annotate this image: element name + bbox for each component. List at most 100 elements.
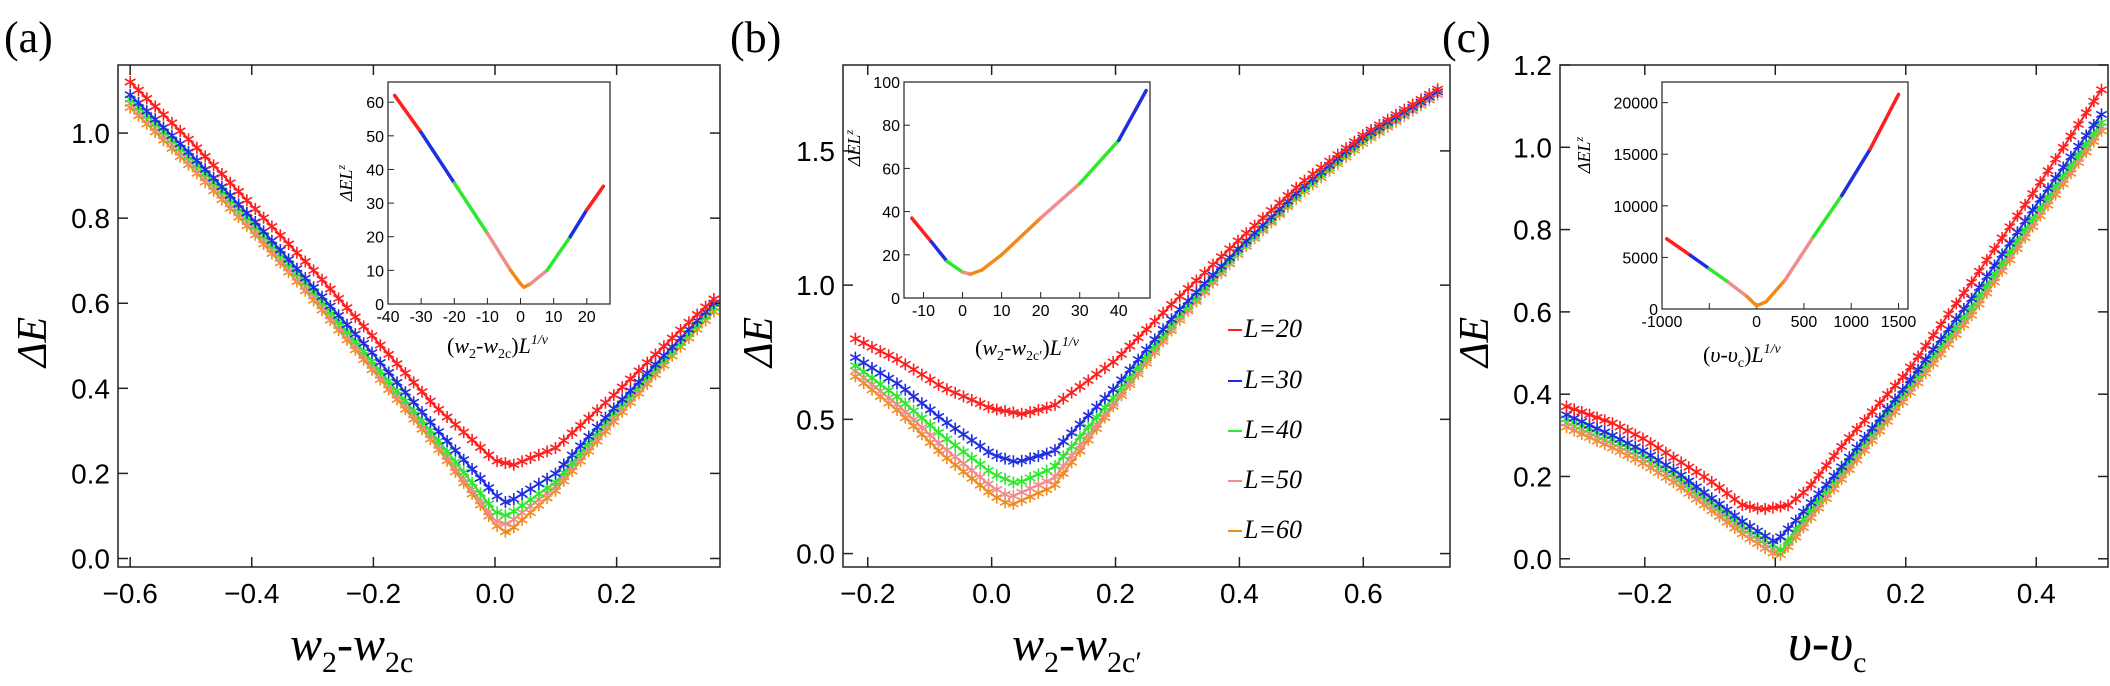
- inset-curve-segment: [1726, 280, 1749, 299]
- ytick-label-c: 0.0: [1513, 544, 1552, 575]
- xtick-label-a: 0.2: [597, 578, 636, 609]
- ytick-label-b: 1.0: [796, 270, 835, 301]
- inset-curve-segment: [392, 93, 423, 135]
- ytick-label-a: 0.2: [71, 458, 110, 489]
- legend-item-l60: L=60: [1228, 515, 1302, 544]
- xtick-label-a: −0.4: [224, 578, 279, 609]
- inset-curve-segment: [485, 231, 513, 273]
- ytick-label-a: 0.6: [71, 288, 110, 319]
- inset-curve-segment: [1783, 235, 1816, 282]
- inset-curve-a: [392, 93, 606, 289]
- inset-xtick-label-c: 500: [1791, 314, 1818, 331]
- panel-a: −0.6 −0.4 −0.2 0.0 0.2 0.0 0.2 0.4 0.6 0.8 1.0: [71, 64, 721, 609]
- inset-curve-segment: [585, 184, 606, 212]
- panel-label-c: (c): [1442, 13, 1491, 62]
- series-line: [1566, 113, 2103, 544]
- inset-curve-segment: [452, 181, 490, 236]
- inset-curve-segment: [545, 234, 572, 273]
- inset-ytick-label-c: 15000: [1614, 147, 1659, 164]
- inset-ytick-label-a: 10: [366, 263, 384, 280]
- inset-a-ylabel: ΔELz: [334, 165, 356, 203]
- inset-b-ylabel: ΔELz: [842, 130, 864, 168]
- series-line: [129, 94, 715, 505]
- inset-c-xlabel: (υ-υc)L1/ν: [1703, 342, 1782, 371]
- ytick-label-a: 0.8: [71, 203, 110, 234]
- inset-c-ylabel: ΔELz: [1572, 137, 1594, 175]
- legend-label-l20: L=20: [1243, 314, 1302, 343]
- legend-label-l40: L=40: [1243, 415, 1302, 444]
- inset-xtick-label-c: 0: [1752, 314, 1761, 331]
- series-c-l20: [1560, 83, 2108, 515]
- inset-xtick-label-a: -30: [410, 309, 433, 326]
- inset-curve-segment: [910, 216, 934, 244]
- inset-xtick-label-b: 10: [993, 303, 1011, 320]
- inset-b: -10 0 10 20 30 40 0 20 40 60 80 100: [873, 75, 1151, 320]
- inset-ytick-label-a: 30: [366, 196, 384, 213]
- inset-curve-segment: [1117, 88, 1148, 143]
- inset-ytick-label-a: 40: [366, 162, 384, 179]
- inset-xtick-label-c: 1500: [1881, 314, 1917, 331]
- inset-curve-segment: [1840, 147, 1872, 198]
- ytick-label-b: 1.5: [796, 136, 835, 167]
- inset-xtick-label-b: 0: [958, 303, 967, 320]
- inset-xtick-label-c: 1000: [1833, 314, 1869, 331]
- inset-curve-segment: [1745, 294, 1759, 308]
- inset-curve-segment: [1038, 181, 1082, 220]
- inset-b-xlabel: (w2-w2c′)L1/ν: [975, 335, 1080, 364]
- inset-xtick-label-b: 40: [1110, 303, 1128, 320]
- xtick-label-b: 0.4: [1220, 578, 1259, 609]
- ytick-label-c: 1.0: [1513, 132, 1552, 163]
- inset-curve-segment: [1811, 193, 1844, 239]
- series-line: [854, 90, 1439, 464]
- series-line: [854, 93, 1439, 507]
- panel-c: −0.2 0.0 0.2 0.4 0.0 0.2 0.4 0.6 0.8 1.0 1.2: [1513, 50, 2109, 609]
- series-line: [129, 81, 715, 466]
- xtick-label-c: −0.2: [1617, 578, 1672, 609]
- xlabel-b: w2-w2c′: [1012, 618, 1142, 679]
- inset-ytick-label-b: 60: [882, 161, 900, 178]
- inset-ytick-label-b: 20: [882, 248, 900, 265]
- inset-curve-c: [1664, 92, 1901, 308]
- xtick-label-c: 0.4: [2017, 578, 2056, 609]
- inset-xtick-label-a: 0: [516, 309, 525, 326]
- xtick-label-a: 0.0: [476, 578, 515, 609]
- inset-xtick-label-b: 20: [1032, 303, 1050, 320]
- legend: L=20 L=30 L=40 L=50 L=60: [1228, 314, 1302, 544]
- legend-label-l60: L=60: [1243, 515, 1302, 544]
- series-a-l30: [124, 88, 720, 508]
- inset-ytick-label-a: 20: [366, 230, 384, 247]
- inset-xtick-label-a: -20: [443, 309, 466, 326]
- panel-label-b: (b): [730, 13, 781, 62]
- inset-curve-segment: [568, 208, 589, 239]
- xtick-label-b: 0.2: [1096, 578, 1135, 609]
- inset-xtick-label-b: 30: [1071, 303, 1089, 320]
- ytick-label-a: 0.0: [71, 543, 110, 574]
- inset-xtick-label-a: -10: [476, 309, 499, 326]
- xtick-label-b: 0.6: [1344, 578, 1383, 609]
- legend-item-l40: L=40: [1228, 415, 1302, 444]
- ytick-label-c: 1.2: [1513, 50, 1552, 81]
- inset-curve-b: [910, 88, 1148, 276]
- inset-a: -40 -30 -20 -10 0 10 20 0 10 20 30 40 50 60: [366, 81, 611, 326]
- inset-frame-c: [1661, 81, 1909, 310]
- ytick-label-c: 0.2: [1513, 461, 1552, 492]
- inset-ytick-label-a: 0: [375, 297, 384, 314]
- inset-curve-segment: [1077, 138, 1121, 186]
- inset-a-xlabel: (w2-w2c)L1/ν: [447, 333, 549, 362]
- ytick-label-c: 0.4: [1513, 379, 1552, 410]
- inset-ytick-label-b: 100: [873, 75, 900, 92]
- inset-curve-segment: [945, 259, 965, 274]
- series-line: [854, 88, 1439, 416]
- inset-curve-segment: [999, 216, 1043, 257]
- xtick-label-a: −0.2: [346, 578, 401, 609]
- legend-item-l50: L=50: [1228, 465, 1302, 494]
- inset-curve-segment: [1868, 92, 1901, 151]
- inset-curve-segment: [980, 253, 1004, 272]
- series-line: [854, 91, 1439, 485]
- inset-curve-segment: [1764, 278, 1787, 304]
- plot-frame-b: [842, 64, 1451, 568]
- inset-curve-segment: [1688, 253, 1712, 271]
- inset-xtick-label-a: -40: [376, 309, 399, 326]
- ytick-label-c: 0.8: [1513, 215, 1552, 246]
